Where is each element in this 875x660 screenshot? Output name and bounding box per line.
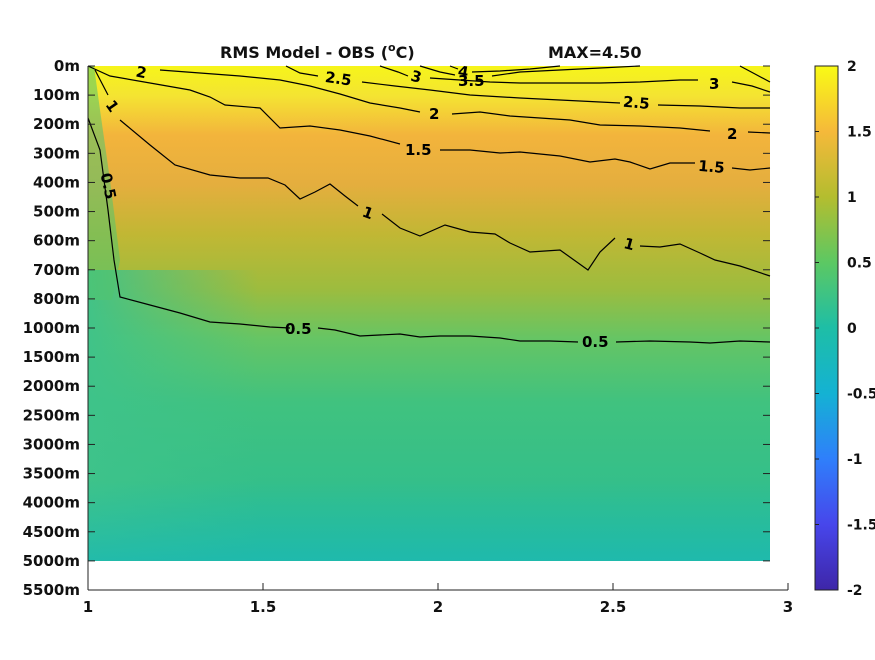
y-tick-label: 300m — [33, 144, 80, 162]
y-tick-label: 1000m — [23, 319, 80, 337]
colorbar-tick-label: 2 — [847, 59, 857, 75]
colorbar-tick-label: -1 — [847, 452, 863, 468]
colorbar-tick-label: 1 — [847, 190, 857, 206]
contour-label-1-5-a: 1.5 — [405, 141, 432, 159]
contour-label-3-a: 3 — [409, 67, 424, 87]
heatmap-field — [88, 66, 770, 561]
colorbar-ticks: 2 1.5 1 0.5 0 -0.5 -1 -1.5 -2 — [815, 59, 875, 599]
colorbar-tick-label: 1.5 — [847, 125, 872, 141]
x-tick-label: 3 — [783, 598, 793, 616]
y-tick-label: 3500m — [23, 465, 80, 483]
colorbar: 2 1.5 1 0.5 0 -0.5 -1 -1.5 -2 — [814, 59, 875, 599]
contour-label-3-5: 3.5 — [458, 72, 485, 90]
y-tick-label: 100m — [33, 86, 80, 104]
contour-line-0-5 — [87, 117, 771, 344]
y-tick-label: 0m — [54, 57, 80, 75]
y-tick-label: 500m — [33, 203, 80, 221]
y-tick-label: 3000m — [23, 435, 80, 453]
y-tick-label: 600m — [33, 232, 80, 250]
contour-label-2-5-b: 2.5 — [622, 93, 650, 113]
contour-label-0-5-b: 0.5 — [285, 320, 312, 338]
contour-label-2-c: 2 — [727, 125, 737, 143]
contour-labels: 0.5 0.5 0.5 1 1 1 1.5 1.5 2 2 2 2.5 2.5 … — [97, 62, 738, 351]
y-tick-label: 5500m — [23, 581, 80, 599]
contour-label-1-5-b: 1.5 — [697, 157, 725, 177]
colorbar-tick-label: -1.5 — [847, 518, 875, 534]
contour-label-3-b: 3 — [709, 75, 719, 93]
chart-title: RMS Model - OBS (oC) — [220, 41, 415, 62]
colorbar-tick-label: -2 — [847, 583, 863, 599]
contour-label-2-5-a: 2.5 — [324, 68, 353, 90]
contour-label-1-c: 1 — [622, 234, 637, 254]
x-tick-label: 2.5 — [600, 598, 627, 616]
contour-label-0-5-c: 0.5 — [582, 333, 609, 351]
y-tick-label: 2500m — [23, 406, 80, 424]
y-tick-label: 2000m — [23, 377, 80, 395]
x-tick-label: 1 — [83, 598, 93, 616]
x-axis-ticks: 1 1.5 2 2.5 3 — [83, 583, 793, 616]
contour-line-2-5 — [285, 65, 770, 109]
contour-label-2-b: 2 — [429, 105, 439, 123]
contour-line-1-5 — [87, 65, 771, 171]
contour-label-0-5-a: 0.5 — [97, 171, 120, 201]
contour-line-3 — [379, 65, 771, 93]
y-tick-label: 5000m — [23, 552, 80, 570]
y-tick-label: 400m — [33, 173, 80, 191]
contour-line-4 — [449, 65, 561, 73]
contour-line-1 — [94, 69, 771, 277]
y-tick-label: 800m — [33, 290, 80, 308]
x-tick-label: 1.5 — [250, 598, 277, 616]
contour-line-3-5 — [419, 65, 771, 83]
y-tick-label: 4500m — [23, 523, 80, 541]
x-tick-label: 2 — [433, 598, 443, 616]
y-tick-label: 200m — [33, 115, 80, 133]
contour-lines — [87, 65, 771, 344]
contour-label-4: 4 — [457, 62, 470, 82]
y-tick-label: 1500m — [23, 348, 80, 366]
colorbar-tick-label: 0.5 — [847, 256, 872, 272]
max-label: MAX=4.50 — [548, 43, 642, 62]
y-axis-ticks: 0m 100m 200m 300m 400m 500m 600m 700m 800m 1000m 1… — [23, 57, 770, 599]
contour-line-2 — [159, 69, 771, 134]
colorbar-tick-label: 0 — [847, 321, 857, 337]
y-tick-label: 700m — [33, 261, 80, 279]
colorbar-tick-label: -0.5 — [847, 387, 875, 403]
y-tick-label: 4000m — [23, 494, 80, 512]
contour-label-2-a: 2 — [134, 63, 148, 83]
